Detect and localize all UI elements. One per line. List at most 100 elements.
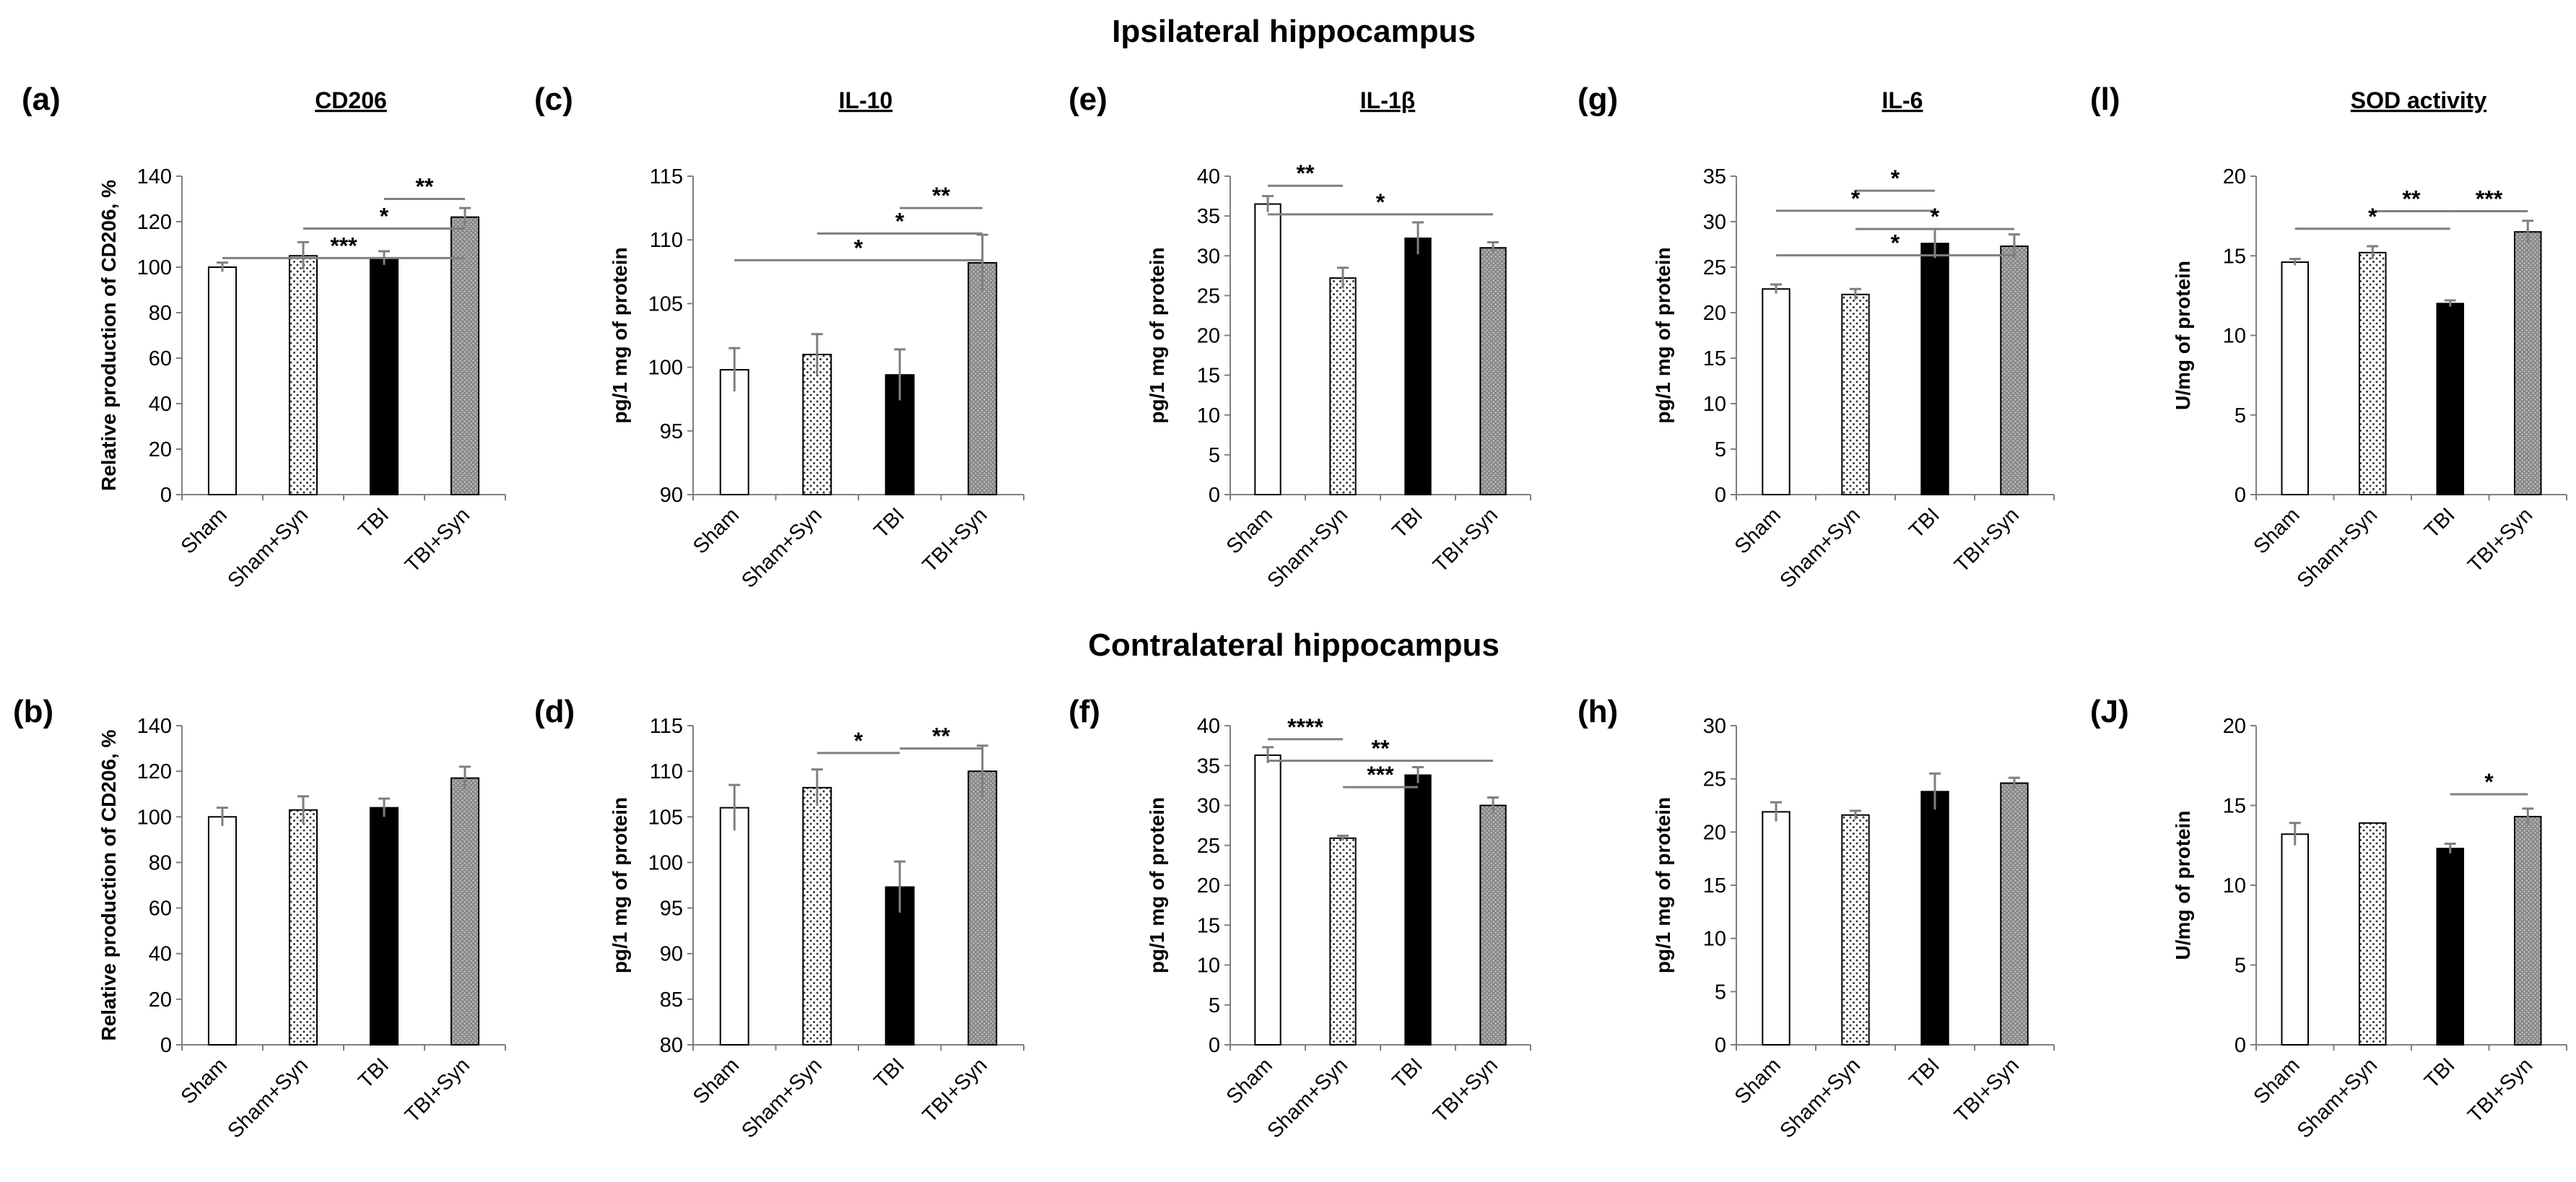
x-tick-label: TBI [1388, 1053, 1427, 1093]
y-axis-label: U/mg of protein [2172, 261, 2194, 410]
y-tick-label: 0 [1715, 484, 1726, 507]
y-tick-label: 0 [160, 484, 172, 507]
chart-title: CD206 [315, 87, 387, 113]
significance-label: * [1891, 165, 1900, 191]
bar-tbi [884, 886, 915, 1046]
x-tick-label: Sham [2249, 503, 2304, 558]
y-axis-label: Relative production of CD206, % [97, 729, 120, 1040]
bar-sham-syn [1841, 814, 1870, 1046]
y-tick-label: 140 [137, 715, 172, 738]
significance-label: **** [1287, 714, 1323, 740]
bar-tbi-syn [967, 261, 998, 495]
y-tick-label: 120 [137, 760, 172, 783]
y-tick-label: 35 [1197, 205, 1220, 228]
chart-title: SOD activity [2351, 87, 2487, 113]
y-tick-label: 0 [1715, 1034, 1726, 1057]
y-tick-label: 100 [137, 256, 172, 279]
y-tick-label: 20 [1197, 325, 1220, 348]
panel-label: (h) [1578, 694, 1618, 729]
x-tick-label: Sham [1731, 503, 1785, 558]
significance-label: * [854, 728, 863, 754]
y-tick-label: 15 [2223, 795, 2246, 818]
y-tick-label: 0 [2235, 484, 2246, 507]
y-tick-label: 30 [1197, 795, 1220, 818]
panel-label: (b) [13, 694, 53, 729]
x-tick-label: TBI+Syn [2463, 503, 2537, 577]
panel-label: (J) [2090, 694, 2129, 729]
y-axis-label: pg/1 mg of protein [609, 797, 631, 973]
y-tick-label: 120 [137, 211, 172, 234]
y-tick-label: 0 [1209, 1034, 1220, 1057]
chart-title: IL-1β [1360, 87, 1415, 113]
y-tick-label: 100 [648, 851, 683, 874]
bar-sham-syn [802, 353, 832, 495]
panel-label: (c) [534, 82, 573, 117]
panel-label: (f) [1069, 694, 1100, 729]
x-tick-label: Sham+Syn [1775, 503, 1865, 593]
x-tick-label: TBI [2420, 503, 2460, 543]
significance-label: *** [330, 233, 357, 258]
x-tick-label: TBI+Syn [1429, 503, 1502, 577]
chart-title: IL-6 [1882, 87, 1923, 113]
x-tick-label: Sham+Syn [2293, 503, 2383, 593]
bar-sham-syn [1329, 837, 1357, 1046]
y-tick-label: 0 [160, 1034, 172, 1057]
bar-tbi [1920, 243, 1949, 495]
panel-label: (e) [1069, 82, 1108, 117]
y-tick-label: 20 [149, 438, 172, 461]
significance-label: * [854, 235, 863, 261]
significance-label: * [380, 203, 389, 229]
y-tick-label: 10 [1197, 955, 1220, 978]
x-tick-label: TBI [354, 1053, 393, 1093]
bar-sham-syn [802, 786, 832, 1046]
panel-label: (d) [534, 694, 575, 729]
significance-label: ** [1372, 736, 1390, 762]
significance-label: * [1851, 186, 1861, 212]
bar-tbi-syn [450, 777, 480, 1046]
x-tick-label: Sham+Syn [737, 1053, 827, 1143]
bar-tbi-syn [2513, 231, 2542, 495]
chart-panel-h: (h) 0 5 10 15 20 25 30 pg/1 mg of protein ShamSha… [1578, 694, 2055, 1143]
chart-panel-g: (g) IL-6 0 5 10 15 20 25 30 35 pg/1 mg of protein S… [1578, 82, 2055, 593]
y-tick-label: 5 [1715, 438, 1726, 461]
y-tick-label: 30 [1703, 715, 1726, 738]
bar-sham [207, 266, 238, 495]
bar-tbi-syn [2000, 245, 2029, 495]
bar-sham-syn [288, 809, 318, 1046]
x-tick-label: Sham+Syn [737, 503, 827, 593]
x-tick-label: TBI+Syn [1950, 1053, 2024, 1127]
chart-panel-c: (c) IL-10 90 95 100 105 110 115 pg/1 mg of prote… [534, 82, 1024, 593]
y-tick-label: 20 [2223, 715, 2246, 738]
y-tick-label: 85 [660, 988, 683, 1012]
significance-label: * [1931, 204, 1940, 230]
chart-panel-l: (l) SOD activity 0 5 10 15 20 U/mg of protein Sh… [2090, 82, 2567, 593]
y-tick-label: 60 [149, 347, 172, 370]
bar-tbi-syn [2513, 815, 2542, 1046]
y-tick-label: 80 [149, 302, 172, 325]
x-tick-label: TBI+Syn [2463, 1053, 2537, 1127]
bar-sham [1762, 811, 1790, 1046]
x-tick-label: TBI [1905, 1053, 1944, 1093]
y-axis-label: pg/1 mg of protein [1652, 797, 1674, 973]
y-tick-label: 110 [650, 229, 683, 252]
y-tick-label: 15 [1197, 914, 1220, 937]
chart-panel-a: (a) CD206 0 20 40 60 80 100 120 140 Relative produ… [22, 82, 506, 593]
y-tick-label: 115 [650, 715, 683, 738]
y-tick-label: 5 [1209, 444, 1220, 467]
panel-label: (g) [1578, 82, 1618, 117]
x-tick-label: TBI+Syn [401, 1053, 474, 1127]
y-tick-label: 20 [1197, 874, 1220, 898]
y-axis-label: pg/1 mg of protein [1146, 797, 1168, 973]
y-tick-label: 5 [1209, 994, 1220, 1017]
bar-sham-syn [1841, 293, 1870, 495]
significance-label: *** [2476, 186, 2503, 212]
bar-sham [1762, 288, 1790, 495]
x-tick-label: Sham [1222, 1053, 1277, 1108]
y-tick-label: 30 [1197, 245, 1220, 268]
y-tick-label: 0 [2235, 1034, 2246, 1057]
y-tick-label: 90 [660, 484, 683, 507]
significance-label: *** [1367, 762, 1394, 788]
y-tick-label: 35 [1197, 755, 1220, 778]
significance-label: ** [1297, 160, 1315, 186]
